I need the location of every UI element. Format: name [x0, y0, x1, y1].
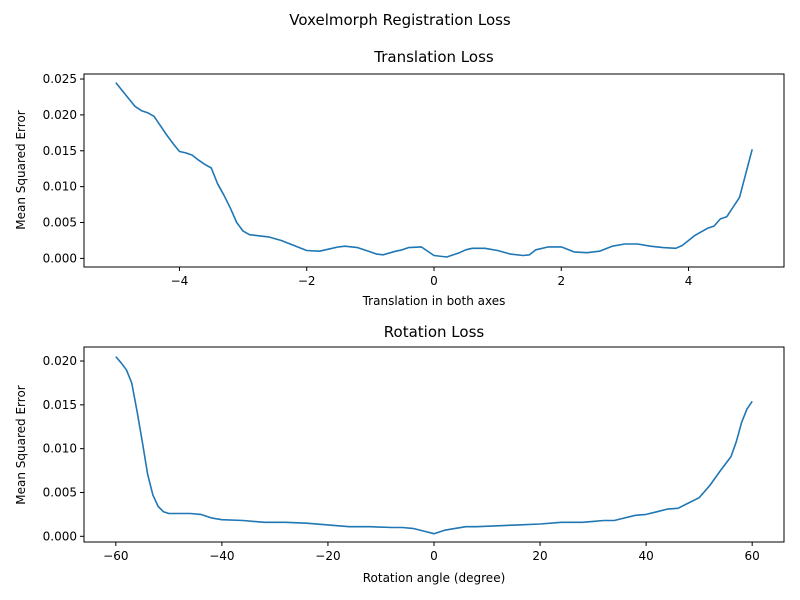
rotation-x-tick-label: −40: [209, 549, 234, 563]
rotation-y-tick-label: 0.020: [43, 354, 77, 368]
translation-chart-title: Translation Loss: [373, 48, 494, 66]
translation-x-tick-label: 2: [557, 274, 565, 288]
translation-x-tick-label: 4: [685, 274, 693, 288]
translation-y-tick-label: 0.015: [43, 144, 77, 158]
rotation-axes-frame: [83, 346, 785, 543]
rotation-x-tick-label: −20: [315, 549, 340, 563]
rotation-y-tick-label: 0.005: [43, 485, 77, 499]
rotation-x-tick-label: 60: [745, 549, 760, 563]
rotation-x-tick-label: 20: [532, 549, 547, 563]
rotation-x-tick-label: −60: [103, 549, 128, 563]
figure-suptitle: Voxelmorph Registration Loss: [289, 11, 511, 29]
translation-y-tick-label: 0.020: [43, 108, 77, 122]
translation-y-tick-label: 0.025: [43, 72, 77, 86]
rotation-chart-title: Rotation Loss: [384, 323, 485, 341]
rotation-axis-ticks: −60 −40 −20 0 20 40 60 0.000 0.005 0.010 0.015 0.02…: [43, 354, 760, 563]
translation-axes-frame: [83, 73, 785, 268]
rotation-x-tick-label: 40: [638, 549, 653, 563]
translation-loss-line: [115, 82, 753, 258]
translation-x-tick-label: 0: [430, 274, 438, 288]
rotation-loss-chart: Rotation Loss Rotation angle (degree) Me…: [14, 323, 785, 585]
rotation-y-tick-label: 0.015: [43, 398, 77, 412]
translation-loss-chart: Translation Loss Translation in both axe…: [14, 48, 785, 308]
rotation-y-axis-label: Mean Squared Error: [14, 385, 28, 505]
rotation-loss-line: [115, 356, 753, 535]
rotation-x-tick-label: 0: [430, 549, 438, 563]
translation-x-axis-label: Translation in both axes: [362, 294, 506, 308]
rotation-y-tick-label: 0.010: [43, 442, 77, 456]
translation-axis-ticks: −4 −2 0 2 4 0.000 0.005 0.010 0.015 0.020 0.025: [43, 72, 693, 288]
translation-y-tick-label: 0.010: [43, 180, 77, 194]
translation-y-tick-label: 0.000: [43, 251, 77, 265]
translation-x-tick-label: −2: [298, 274, 316, 288]
translation-y-tick-label: 0.005: [43, 216, 77, 230]
translation-x-tick-label: −4: [171, 274, 189, 288]
translation-y-axis-label: Mean Squared Error: [14, 110, 28, 230]
rotation-x-axis-label: Rotation angle (degree): [363, 571, 506, 585]
rotation-y-tick-label: 0.000: [43, 529, 77, 543]
